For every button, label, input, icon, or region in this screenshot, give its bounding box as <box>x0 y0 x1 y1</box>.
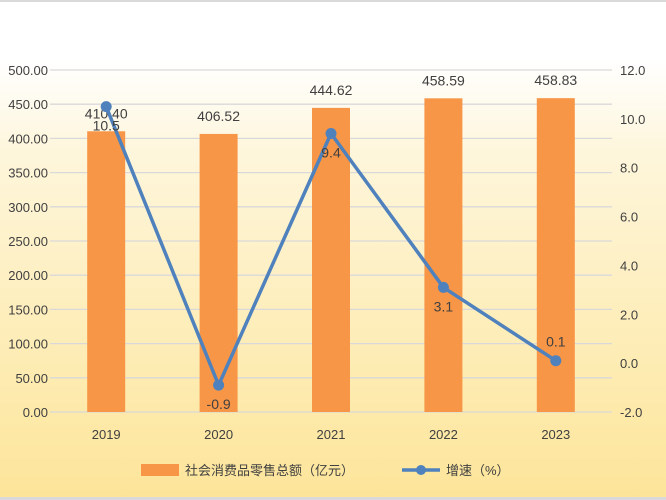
bottom-border <box>0 497 666 500</box>
legend-bar-label: 社会消费品零售总额（亿元） <box>185 463 354 478</box>
bar <box>87 131 126 412</box>
right-axis-tick: 4.0 <box>620 258 638 273</box>
line-point <box>550 355 562 367</box>
legend-line-marker <box>416 465 426 475</box>
left-axis-tick: 150.00 <box>8 302 48 317</box>
left-axis-tick: 450.00 <box>8 97 48 112</box>
left-axis-tick: 350.00 <box>8 166 48 181</box>
line-data-label: 3.1 <box>434 298 454 314</box>
bar <box>424 98 463 413</box>
line-data-label: 0.1 <box>546 334 566 350</box>
line-data-label: -0.9 <box>207 396 231 412</box>
line-data-label: 10.5 <box>93 118 120 134</box>
bar-data-label: 410.40 <box>85 105 128 121</box>
left-axis-tick: 250.00 <box>8 234 48 249</box>
x-axis-tick: 2021 <box>317 427 346 442</box>
right-axis-tick: 8.0 <box>620 161 638 176</box>
line-point <box>213 379 225 391</box>
x-axis-tick: 2019 <box>92 427 121 442</box>
line-point <box>325 128 337 140</box>
line-data-label: 9.4 <box>321 145 341 161</box>
x-axis-tick: 2023 <box>541 427 570 442</box>
left-axis-tick: 50.00 <box>15 371 48 386</box>
right-axis-tick: 0.0 <box>620 356 638 371</box>
right-axis-tick: -2.0 <box>620 405 642 420</box>
bar-data-label: 444.62 <box>310 82 353 98</box>
left-axis-tick: 200.00 <box>8 268 48 283</box>
bar-data-label: 458.83 <box>534 72 577 88</box>
right-axis-tick: 10.0 <box>620 112 645 127</box>
left-axis-tick: 0.00 <box>23 405 48 420</box>
left-axis-tick: 300.00 <box>8 200 48 215</box>
top-border <box>0 0 666 2</box>
left-axis-tick: 400.00 <box>8 131 48 146</box>
bar-data-label: 406.52 <box>197 108 240 124</box>
legend-line-label: 增速（%） <box>446 463 510 478</box>
line-point <box>437 281 449 293</box>
left-axis-tick: 100.00 <box>8 337 48 352</box>
bar <box>199 133 238 413</box>
bar-data-label: 458.59 <box>422 72 465 88</box>
x-axis-tick: 2020 <box>204 427 233 442</box>
legend-bar-swatch <box>141 464 179 476</box>
right-axis-tick: 12.0 <box>620 63 645 78</box>
x-axis-tick: 2022 <box>429 427 458 442</box>
line-point <box>100 101 112 113</box>
left-axis-tick: 500.00 <box>8 63 48 78</box>
right-axis-tick: 6.0 <box>620 210 638 225</box>
right-axis-tick: 2.0 <box>620 307 638 322</box>
